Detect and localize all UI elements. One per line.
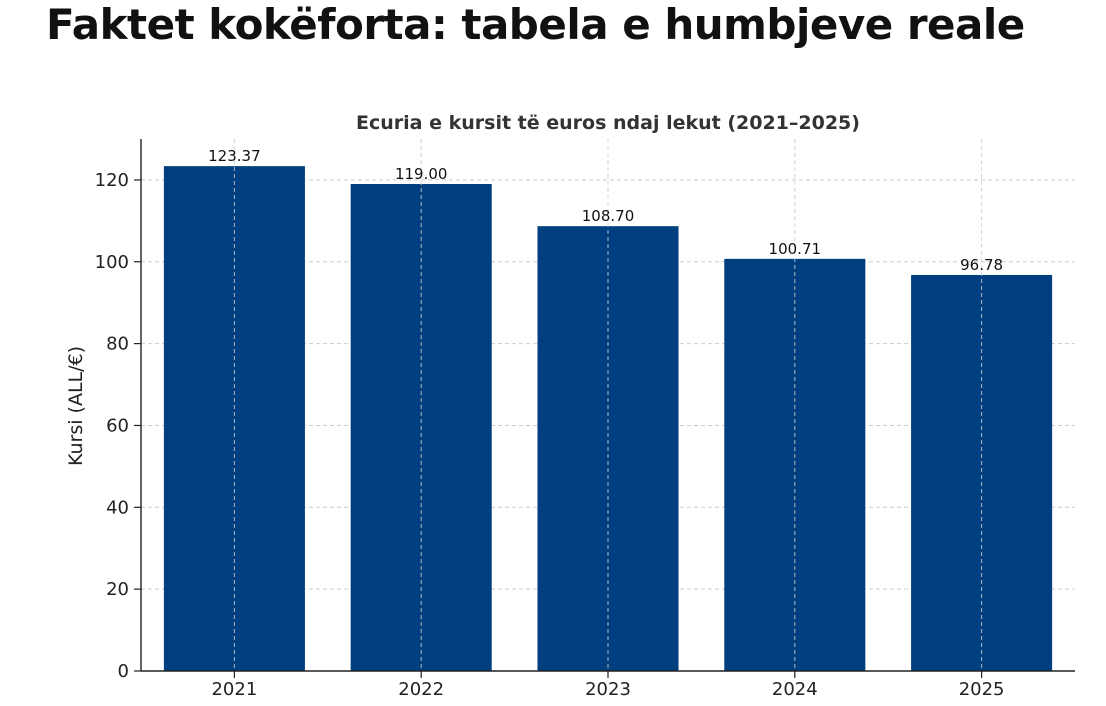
bar-value-label: 96.78 <box>960 256 1003 274</box>
page-heading: Faktet kokëforta: tabela e humbjeve real… <box>46 0 1025 49</box>
bar-value-label: 108.70 <box>582 207 635 225</box>
bar-value-label: 119.00 <box>395 165 448 183</box>
axes-layer <box>134 139 1075 678</box>
bar-value-label: 100.71 <box>769 240 822 258</box>
x-tick-label: 2024 <box>772 679 818 700</box>
y-tick-label: 40 <box>106 497 129 518</box>
y-tick-label: 60 <box>106 415 129 436</box>
y-tick-label: 0 <box>118 661 129 682</box>
y-tick-label: 80 <box>106 334 129 355</box>
labels-layer: 0 20 40 60 80 100 120 123.37 2021 119.00 2022 108.7… <box>95 147 1005 700</box>
x-tick-label: 2023 <box>585 679 631 700</box>
vgrid-layer <box>233 139 983 671</box>
y-tick-label: 20 <box>106 579 129 600</box>
y-tick-label: 120 <box>95 170 129 191</box>
x-tick-label: 2025 <box>959 679 1005 700</box>
x-tick-label: 2021 <box>211 679 257 700</box>
bar <box>163 166 305 671</box>
bar-value-label: 123.37 <box>208 147 261 165</box>
y-axis-label: Kursi (ALL/€) <box>65 346 87 466</box>
x-tick-label: 2022 <box>398 679 444 700</box>
chart-title: Ecuria e kursit të euros ndaj lekut (202… <box>356 112 860 134</box>
y-tick-label: 100 <box>95 252 129 273</box>
